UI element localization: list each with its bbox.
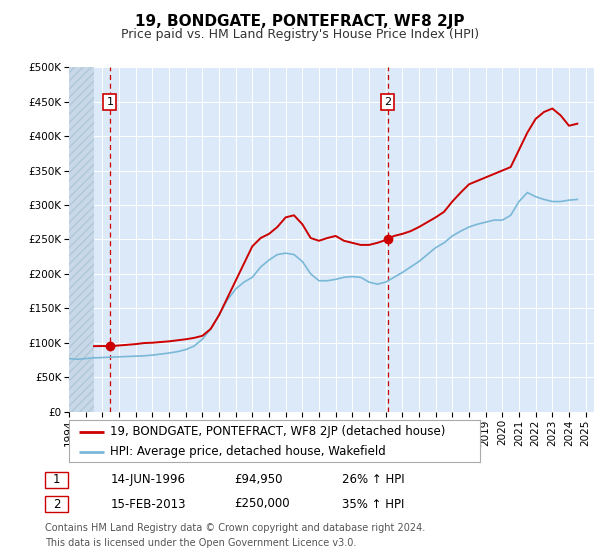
Text: 14-JUN-1996: 14-JUN-1996 <box>111 473 186 487</box>
Text: This data is licensed under the Open Government Licence v3.0.: This data is licensed under the Open Gov… <box>45 538 356 548</box>
Text: 1: 1 <box>106 97 113 106</box>
Text: 1: 1 <box>53 473 60 487</box>
Text: 2: 2 <box>53 497 60 511</box>
Bar <box>69 67 94 412</box>
Text: £250,000: £250,000 <box>234 497 290 511</box>
Text: Contains HM Land Registry data © Crown copyright and database right 2024.: Contains HM Land Registry data © Crown c… <box>45 523 425 533</box>
Text: 19, BONDGATE, PONTEFRACT, WF8 2JP (detached house): 19, BONDGATE, PONTEFRACT, WF8 2JP (detac… <box>110 425 445 438</box>
Text: Price paid vs. HM Land Registry's House Price Index (HPI): Price paid vs. HM Land Registry's House … <box>121 28 479 41</box>
Text: 19, BONDGATE, PONTEFRACT, WF8 2JP: 19, BONDGATE, PONTEFRACT, WF8 2JP <box>135 14 465 29</box>
Text: 15-FEB-2013: 15-FEB-2013 <box>111 497 187 511</box>
Text: £94,950: £94,950 <box>234 473 283 487</box>
Text: HPI: Average price, detached house, Wakefield: HPI: Average price, detached house, Wake… <box>110 445 386 458</box>
Text: 35% ↑ HPI: 35% ↑ HPI <box>342 497 404 511</box>
Text: 2: 2 <box>384 97 391 106</box>
Text: 26% ↑ HPI: 26% ↑ HPI <box>342 473 404 487</box>
